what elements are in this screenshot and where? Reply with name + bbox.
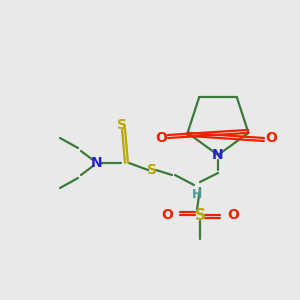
Text: O: O bbox=[227, 208, 239, 222]
Text: O: O bbox=[155, 131, 167, 145]
Text: H: H bbox=[192, 188, 202, 202]
Text: S: S bbox=[147, 163, 157, 177]
Text: N: N bbox=[91, 156, 103, 170]
Text: N: N bbox=[212, 148, 224, 162]
Text: O: O bbox=[161, 208, 173, 222]
Text: S: S bbox=[117, 118, 127, 132]
Text: O: O bbox=[265, 131, 277, 145]
Text: S: S bbox=[194, 208, 206, 223]
